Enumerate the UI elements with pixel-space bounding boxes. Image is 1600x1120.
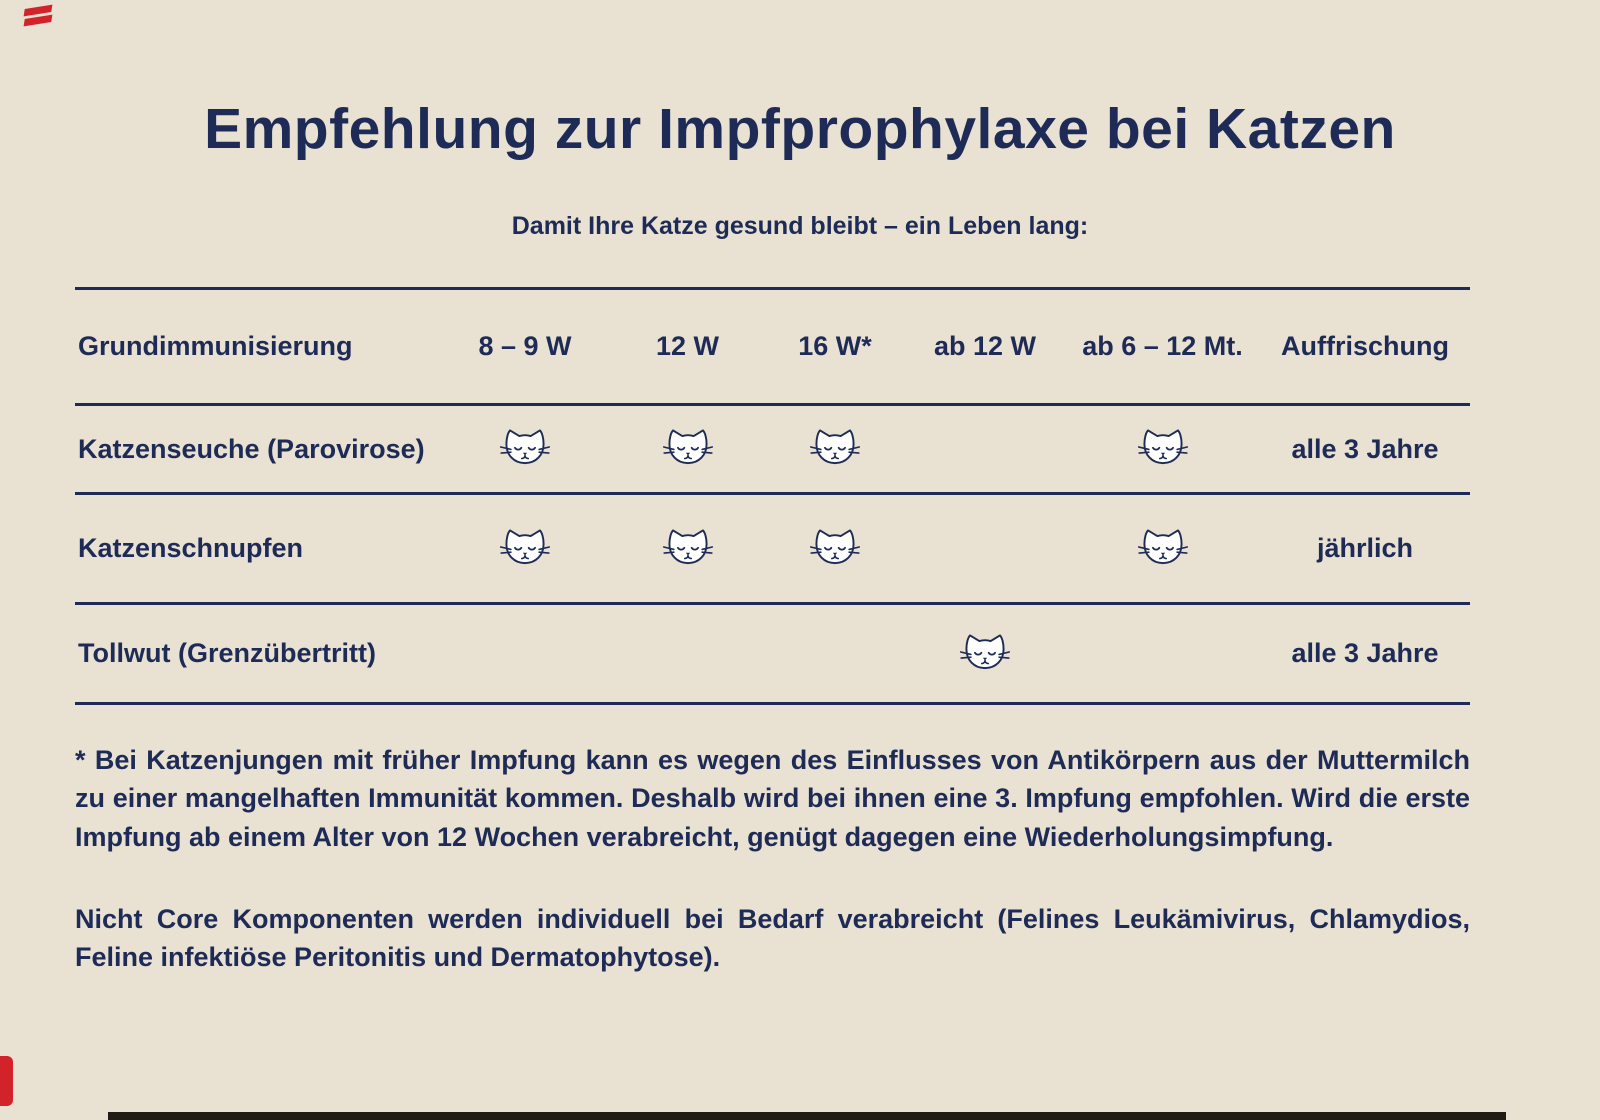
cat-face-icon — [1137, 528, 1189, 570]
row-label: Tollwut (Grenzübertritt) — [78, 638, 376, 668]
auffrischung-value: alle 3 Jahre — [1291, 638, 1439, 668]
table-row-katzenschnupfen: Katzenschnupfen jährlich — [75, 495, 1470, 605]
column-header-16w: 16 W* — [798, 331, 872, 361]
vaccine-cell — [610, 428, 765, 470]
column-header-8-9w: 8 – 9 W — [478, 331, 572, 361]
vaccine-cell — [1065, 428, 1260, 470]
vaccine-cell — [1065, 528, 1260, 570]
vaccine-cell — [905, 633, 1065, 675]
cat-face-icon — [499, 528, 551, 570]
red-stroke — [23, 14, 53, 27]
vaccine-cell — [440, 633, 610, 675]
footnote-asterisk: * Bei Katzenjungen mit früher Impfung ka… — [75, 745, 1470, 852]
cat-face-icon — [1137, 428, 1189, 470]
cat-face-icon — [809, 528, 861, 570]
vaccine-cell — [1065, 633, 1260, 675]
auffrischung-value: alle 3 Jahre — [1291, 433, 1439, 464]
column-header-12w: 12 W — [655, 331, 720, 361]
auffrischung-value: jährlich — [1316, 533, 1414, 563]
table-row-tollwut: Tollwut (Grenzübertritt) alle 3 Jahre — [75, 605, 1470, 705]
table-header-row: Grundimmunisierung 8 – 9 W 12 W 16 W* ab… — [75, 290, 1470, 406]
page-subtitle: Damit Ihre Katze gesund bleibt – ein Leb… — [511, 212, 1089, 240]
footnote-non-core: Nicht Core Komponenten werden individuel… — [75, 903, 1470, 973]
cat-face-icon — [809, 428, 861, 470]
vaccine-cell — [765, 528, 905, 570]
vaccine-cell — [905, 528, 1065, 570]
cat-face-icon — [662, 528, 714, 570]
vaccine-cell — [905, 428, 1065, 470]
vaccine-cell — [765, 428, 905, 470]
column-header-ab6-12mt: ab 6 – 12 Mt. — [1082, 331, 1243, 361]
vaccine-cell — [610, 633, 765, 675]
vaccine-cell — [765, 633, 905, 675]
cat-face-icon — [662, 428, 714, 470]
column-header-ab12w: ab 12 W — [933, 331, 1037, 361]
vaccine-cell — [610, 528, 765, 570]
page-title: Empfehlung zur Impfprophylaxe bei Katzen — [204, 97, 1396, 161]
cat-face-icon — [959, 633, 1011, 675]
column-header-auffrischung: Auffrischung — [1281, 331, 1449, 361]
column-header-grundimmunisierung: Grundimmunisierung — [78, 331, 353, 361]
vaccination-schedule-table: Grundimmunisierung 8 – 9 W 12 W 16 W* ab… — [75, 287, 1470, 705]
red-logo-fragment-top-left — [23, 4, 58, 28]
vaccine-cell — [440, 528, 610, 570]
table-row-katzenseuche: Katzenseuche (Parovirose) alle 3 Jahre — [75, 406, 1470, 495]
row-label: Katzenseuche (Parovirose) — [78, 433, 425, 464]
vaccine-cell — [440, 428, 610, 470]
row-label: Katzenschnupfen — [78, 533, 304, 563]
cat-face-icon — [499, 428, 551, 470]
bottom-edge-bar — [108, 1112, 1506, 1120]
red-crop-artifact-bottom-left — [0, 1056, 13, 1106]
